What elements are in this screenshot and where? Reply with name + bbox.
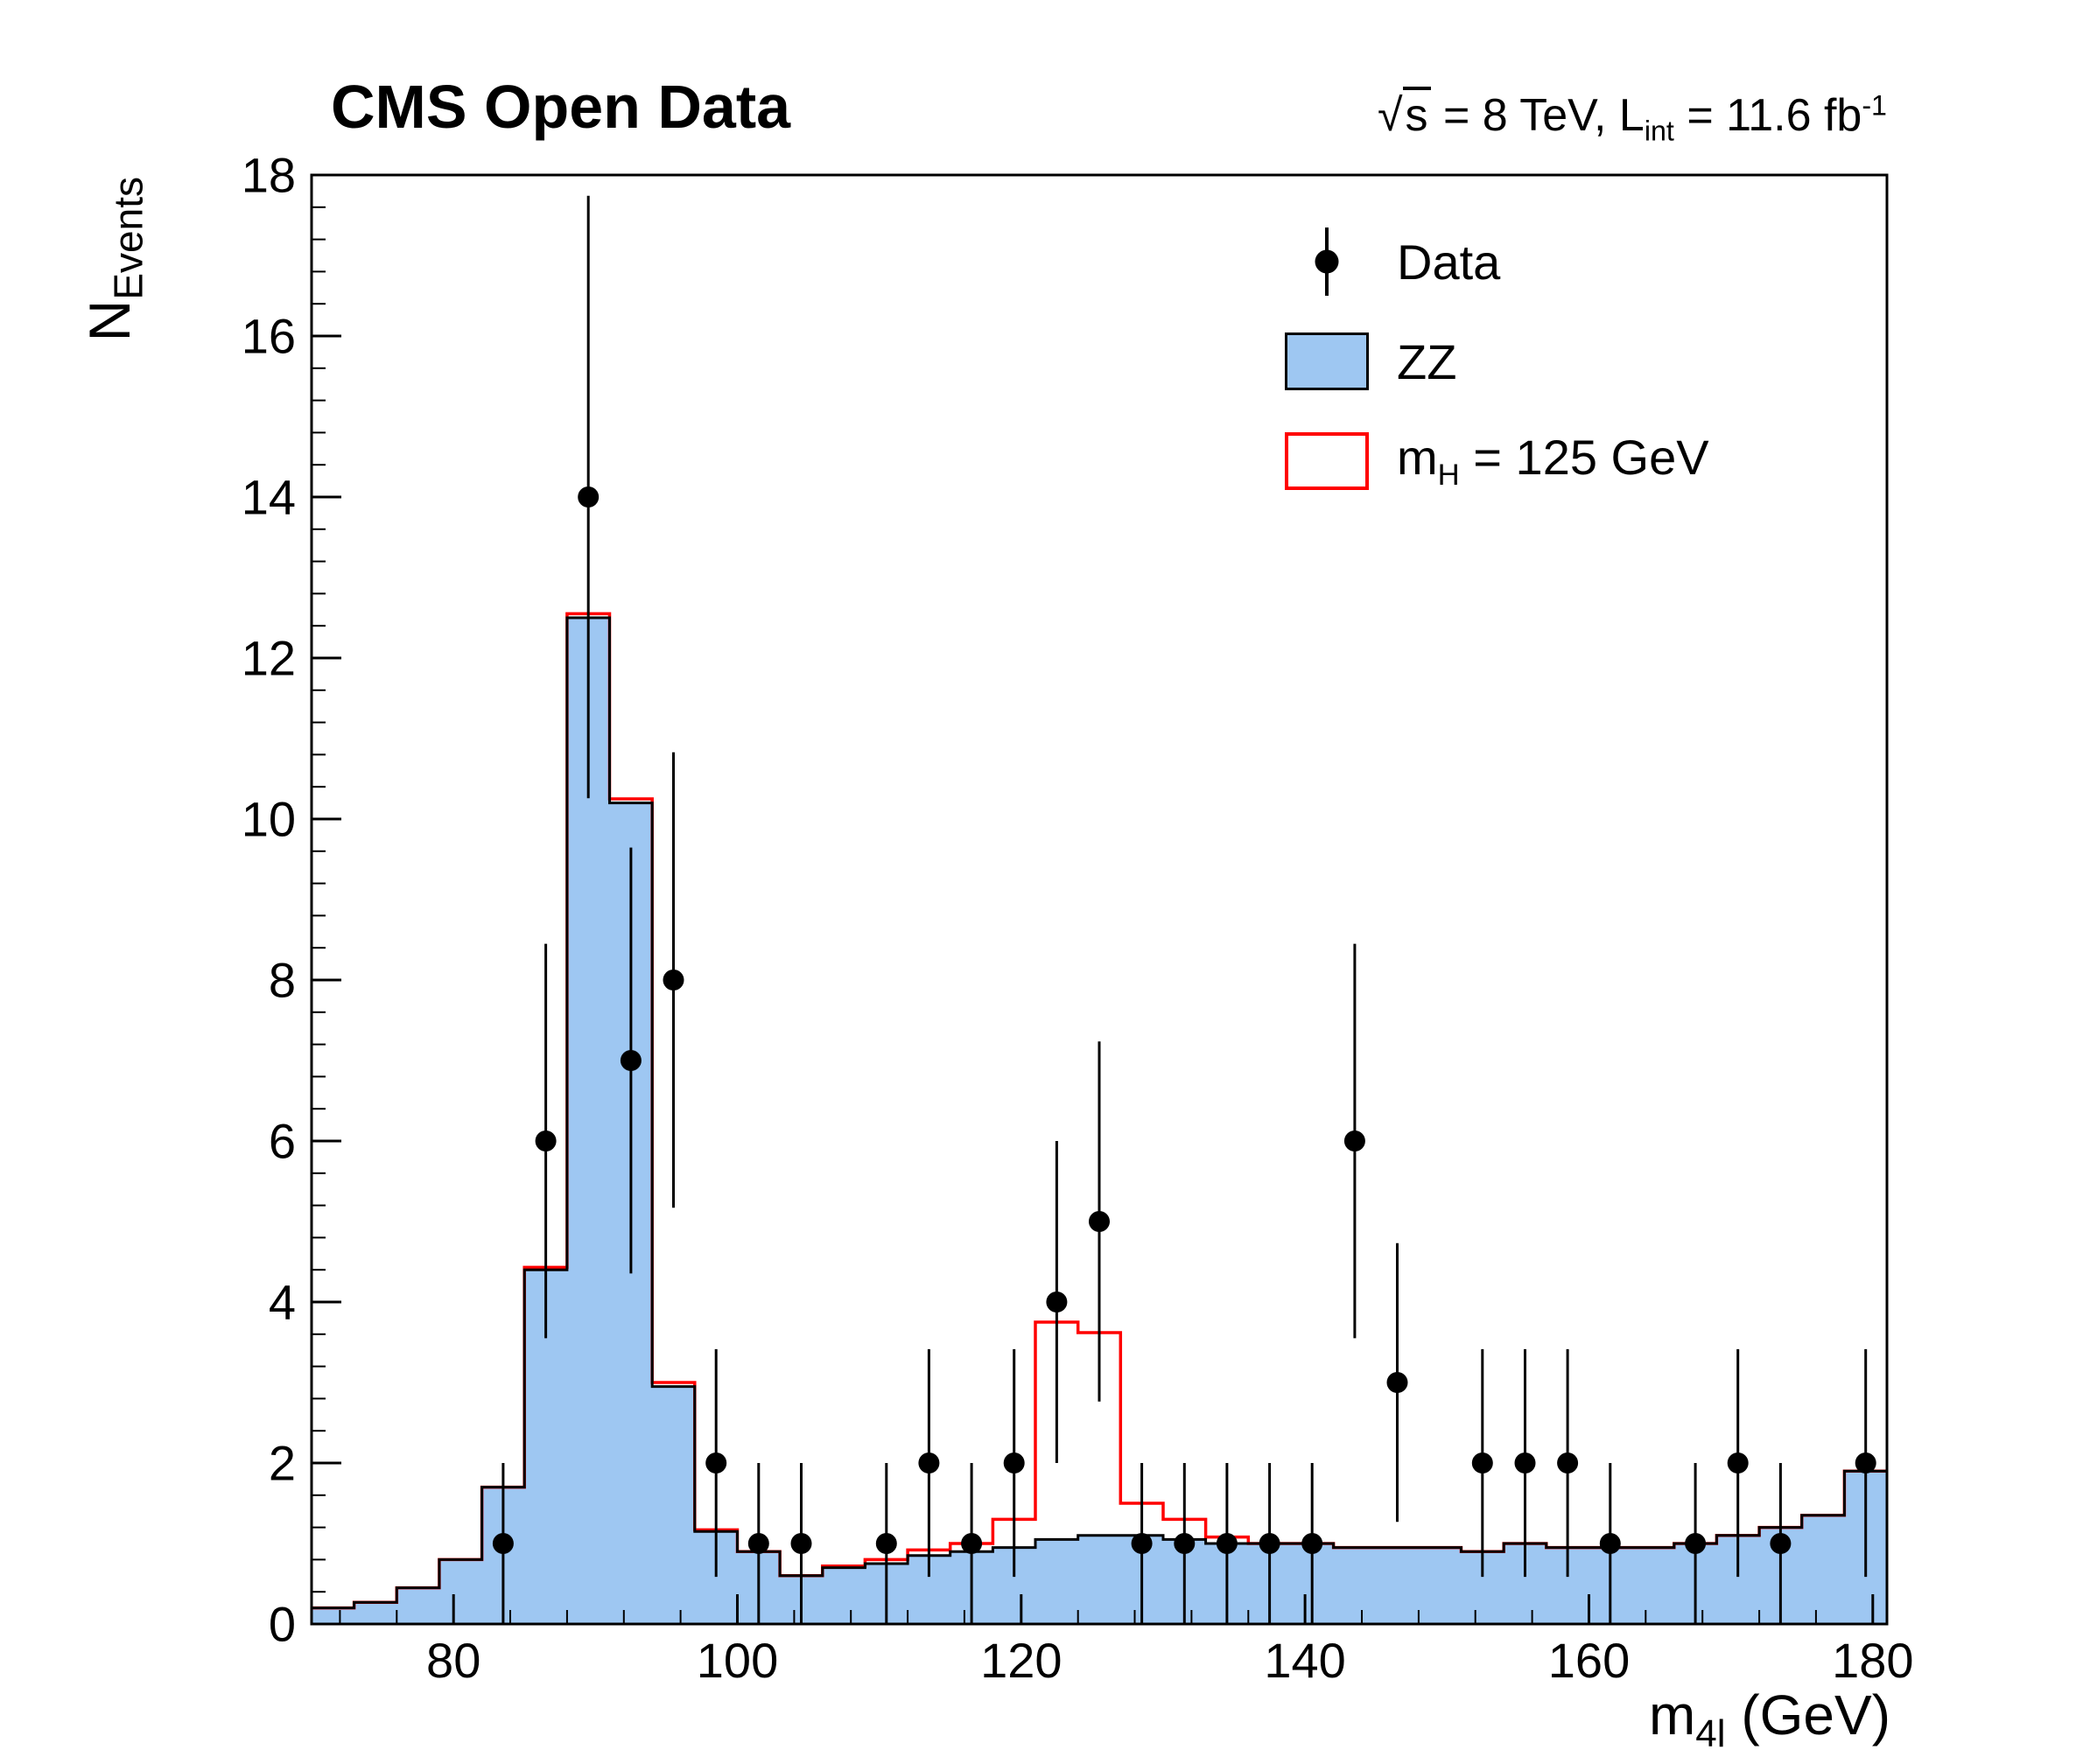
x-axis: 80 100 120 140 160 180 [339,1594,1914,1688]
x-tick-label: 160 [1548,1633,1630,1688]
legend: Data ZZ mH = 125 GeV [1285,212,1709,511]
higgs-label-tail: = 125 GeV [1459,430,1709,486]
lumi-subscript: int [1644,115,1674,147]
y-tick-label: 0 [269,1597,296,1652]
y-tick-label: 4 [269,1275,296,1330]
x-axis-title: m4l (GeV) [1649,1687,1890,1754]
data-points [492,195,1876,1624]
legend-item-data: Data [1285,212,1709,312]
data-point-glyph [1315,249,1339,274]
legend-label-higgs: mH = 125 GeV [1397,429,1709,493]
y-tick-label: 14 [242,470,296,525]
legend-label-data: Data [1397,234,1501,290]
zz-histogram-outline [312,616,1887,1610]
y-axis-title-subscript: Events [105,177,151,300]
chart-title: CMS Open Data [331,73,791,141]
zz-swatch [1285,332,1369,390]
legend-item-zz: ZZ [1285,312,1709,411]
zz-histogram-fill [312,618,1887,1624]
x-tick-label: 120 [980,1633,1062,1688]
y-tick-label: 18 [242,148,296,203]
luminosity-label: √s = 8 TeV, Lint = 11.6 fb-1 [1377,87,1887,147]
higgs-label-main: m [1397,430,1438,486]
y-tick-label: 10 [242,792,296,847]
y-tick-label: 12 [242,631,296,686]
legend-item-higgs: mH = 125 GeV [1285,411,1709,511]
legend-label-zz: ZZ [1397,333,1457,389]
lumi-superscript: -1 [1862,89,1887,122]
data-marker-icon [1285,219,1369,304]
x-tick-label: 180 [1832,1633,1913,1688]
x-tick-label: 100 [697,1633,778,1688]
y-axis-title-main: N [77,299,142,342]
y-axis-title: NEvents [77,177,151,341]
plot-frame [310,173,1889,1626]
x-axis-title-subscript: 4l [1695,1712,1726,1756]
sqrt-argument: s [1402,87,1431,141]
y-tick-label: 16 [242,309,296,364]
x-axis-title-main: m [1648,1684,1696,1746]
sqrt-symbol: √ [1377,90,1403,141]
higgs-label-subscript: H [1437,458,1460,493]
y-tick-label: 2 [269,1436,296,1491]
x-axis-title-units: (GeV) [1725,1684,1890,1746]
y-axis: 0 2 4 6 8 10 12 14 16 18 [242,148,341,1652]
y-tick-label: 8 [269,953,296,1008]
x-tick-label: 140 [1264,1633,1345,1688]
y-tick-label: 6 [269,1114,296,1169]
lumi-tail-text: = 11.6 fb [1673,90,1862,141]
lumi-mid-text: = 8 TeV, L [1430,90,1645,141]
higgs-swatch [1285,432,1369,490]
x-tick-label: 80 [426,1633,480,1688]
